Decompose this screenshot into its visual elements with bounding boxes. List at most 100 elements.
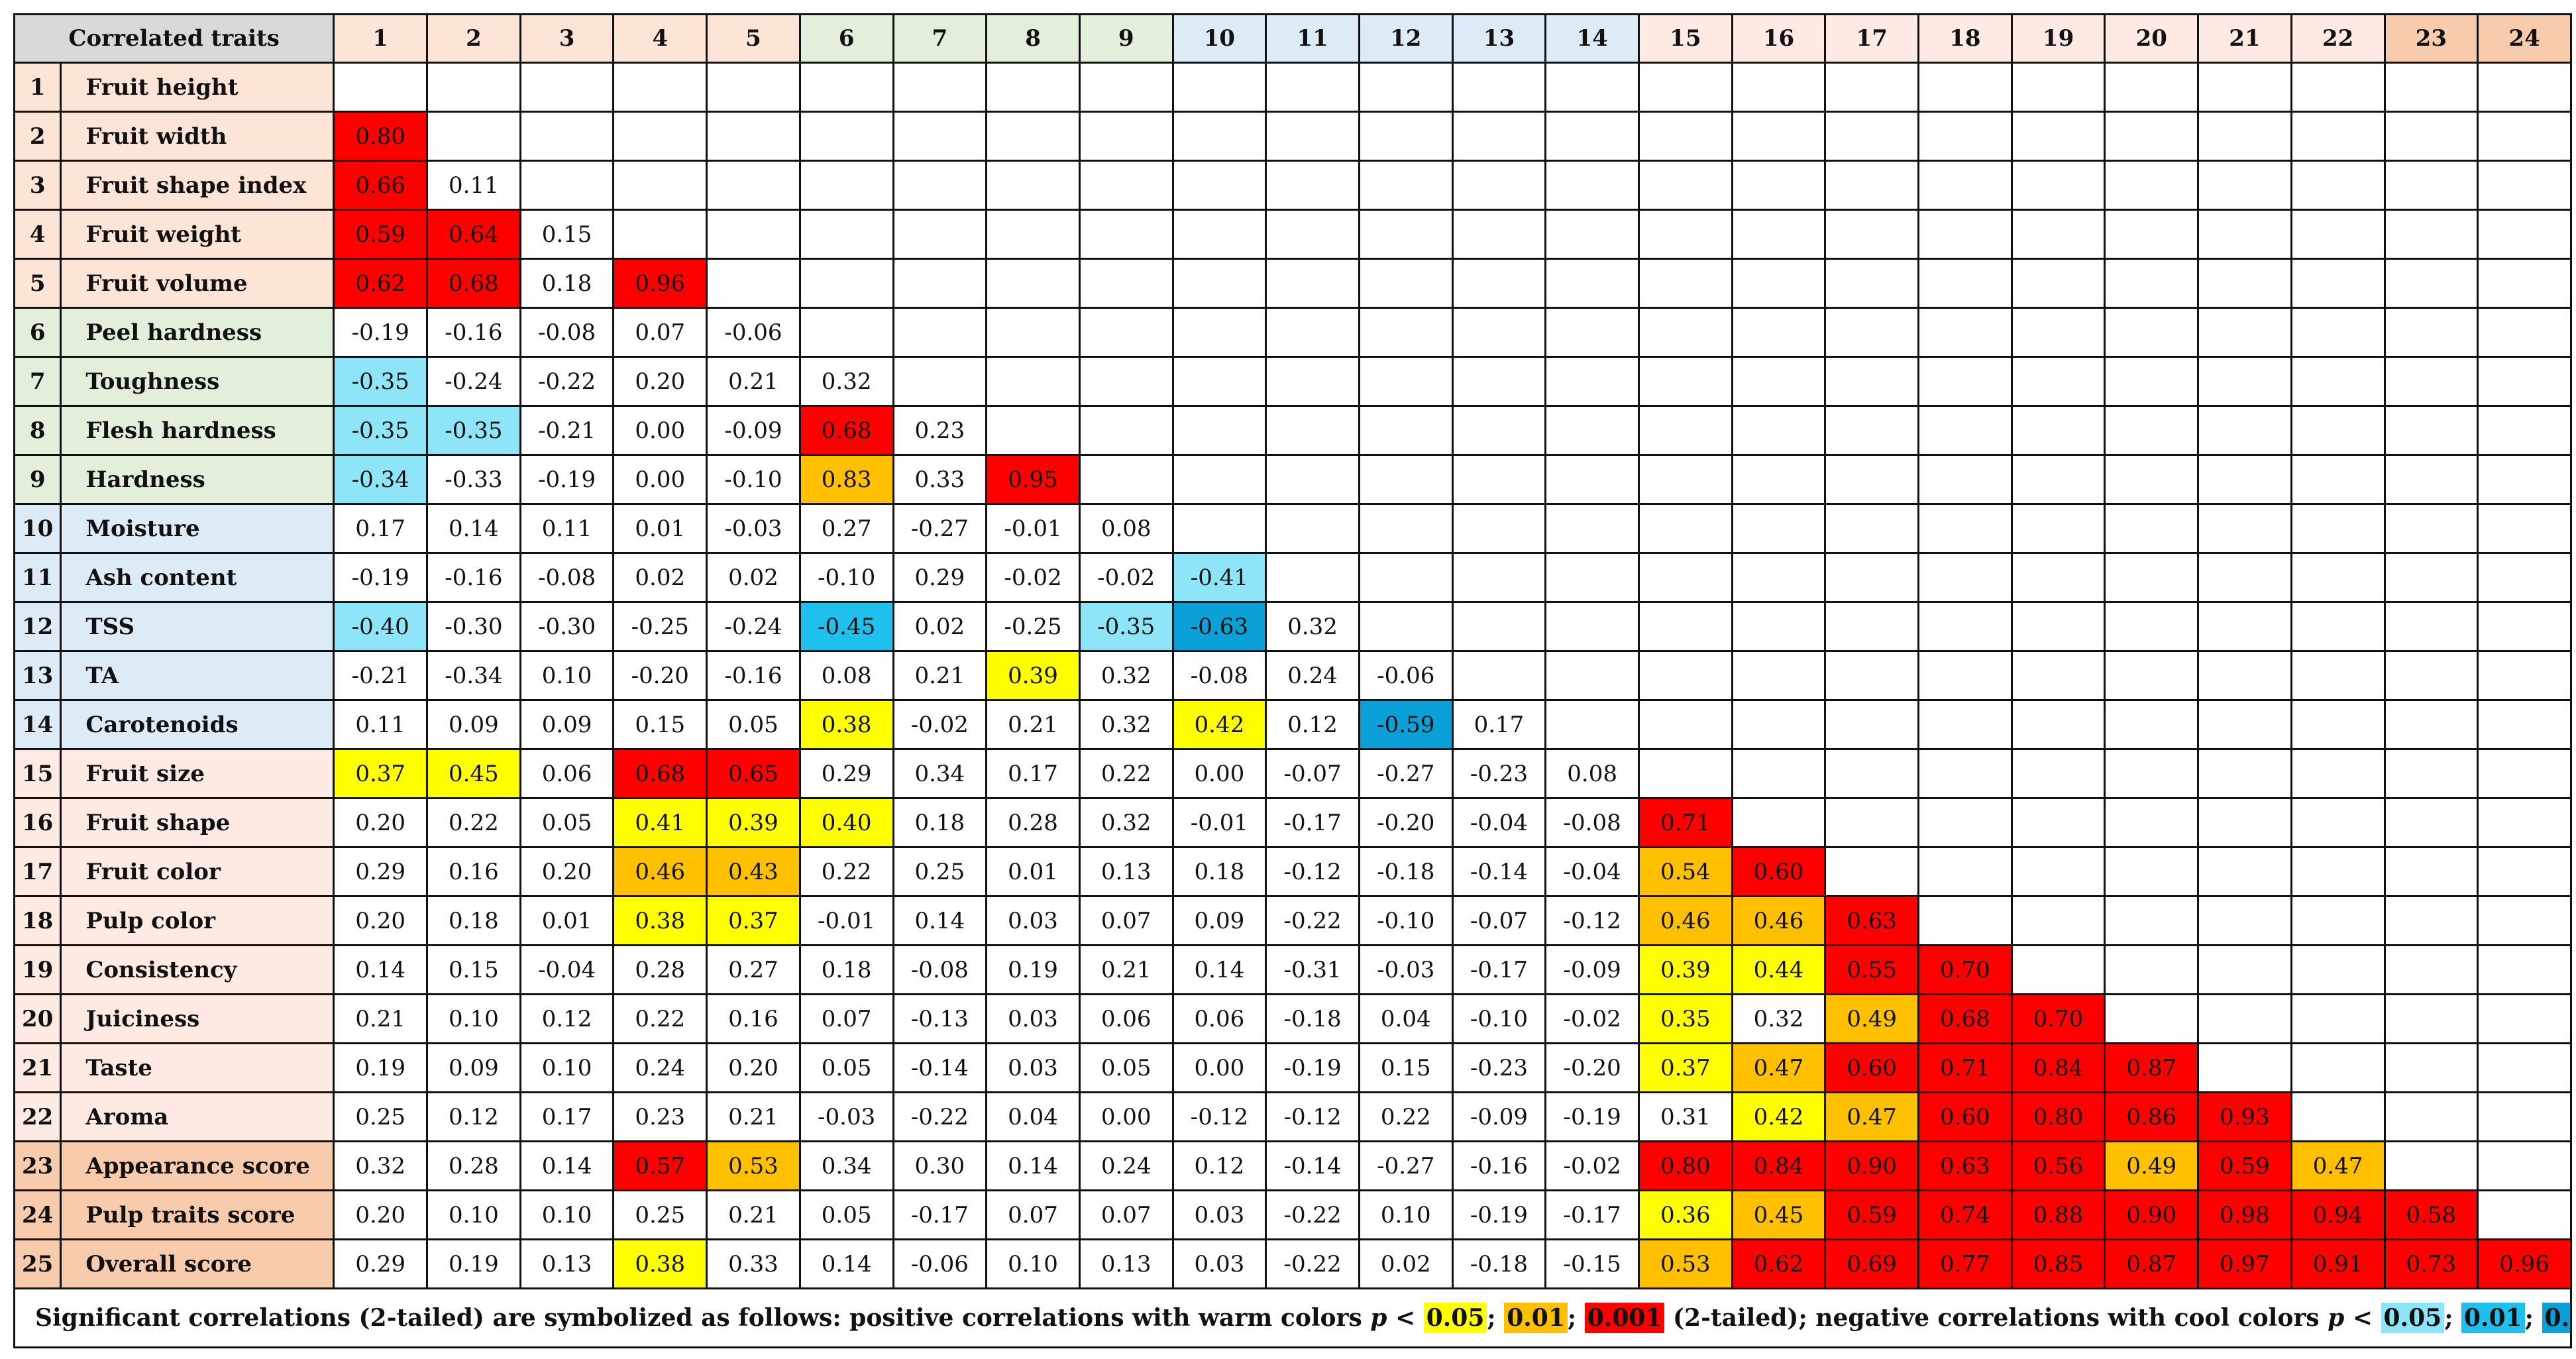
correlation-cell: -0.09 (1451, 1091, 1547, 1142)
empty-cell (1451, 601, 1547, 652)
correlation-cell: 0.11 (519, 503, 615, 554)
correlation-cell: 0.29 (892, 552, 988, 603)
correlation-cell: 0.62 (1731, 1238, 1827, 1289)
empty-cell (1824, 356, 1920, 407)
correlation-cell: 0.03 (985, 1042, 1081, 1093)
row-number: 12 (13, 601, 62, 652)
correlation-cell: 0.07 (612, 307, 708, 358)
correlation-cell: -0.23 (1451, 1042, 1547, 1093)
empty-cell (2290, 1042, 2386, 1093)
correlation-cell: -0.35 (1078, 601, 1174, 652)
correlation-cell: -0.16 (1451, 1140, 1547, 1191)
table-row: 12 TSS -0.40 -0.30 -0.30 -0.25 -0.24 -0.45 0.02-… (13, 601, 2572, 652)
empty-cell (1265, 356, 1360, 407)
empty-cell (2290, 699, 2386, 750)
empty-cell (1171, 454, 1267, 505)
empty-cell (1917, 258, 2013, 309)
correlation-cell: 0.01 (985, 846, 1081, 897)
empty-cell (1358, 258, 1454, 309)
correlation-cell: -0.24 (426, 356, 521, 407)
empty-cell (2104, 405, 2200, 456)
correlation-cell: -0.25 (612, 601, 708, 652)
empty-cell (1824, 258, 1920, 309)
empty-cell (1265, 209, 1360, 260)
correlation-cell: 0.88 (2010, 1189, 2106, 1240)
empty-cell (2477, 62, 2572, 113)
correlation-cell: -0.06 (1358, 650, 1454, 701)
empty-cell (2197, 650, 2292, 701)
correlation-cell: 0.68 (1917, 993, 2013, 1044)
row-number: 13 (13, 650, 62, 701)
empty-cell (2104, 111, 2200, 162)
empty-cell (2010, 895, 2106, 946)
correlation-cell: -0.15 (1544, 1238, 1640, 1289)
empty-cell (1358, 209, 1454, 260)
empty-cell (1917, 650, 2013, 701)
column-header-19: 19 (2010, 13, 2106, 64)
empty-cell (2477, 699, 2572, 750)
row-number: 18 (13, 895, 62, 946)
row-number: 19 (13, 944, 62, 995)
correlation-cell: -0.13 (892, 993, 988, 1044)
correlation-cell: 0.34 (798, 1140, 894, 1191)
correlation-cell: 0.06 (1078, 993, 1174, 1044)
empty-cell (2197, 748, 2292, 799)
empty-cell (1265, 307, 1360, 358)
row-trait-name: Overall score (60, 1238, 335, 1289)
empty-cell (1824, 160, 1920, 211)
empty-cell (1544, 650, 1640, 701)
correlation-cell: 0.57 (612, 1140, 708, 1191)
empty-cell (2383, 62, 2479, 113)
correlation-cell: 0.93 (2197, 1091, 2292, 1142)
empty-cell (2383, 405, 2479, 456)
correlation-cell: 0.22 (1078, 748, 1174, 799)
correlation-cell: 0.43 (706, 846, 801, 897)
correlation-cell: -0.10 (1358, 895, 1454, 946)
correlation-cell: 0.70 (2010, 993, 2106, 1044)
correlation-cell: -0.22 (1265, 1238, 1360, 1289)
correlation-cell: 0.16 (706, 993, 801, 1044)
column-header-row: Correlated traits 1 2 3 4 5 6 7 8 9 10 11 12 13 14 15 1… (13, 13, 2572, 64)
column-header-3: 3 (519, 13, 615, 64)
empty-cell (2383, 552, 2479, 603)
row-trait-name: Aroma (60, 1091, 335, 1142)
empty-cell (2104, 454, 2200, 505)
correlation-cell: 0.24 (612, 1042, 708, 1093)
empty-cell (1451, 356, 1547, 407)
empty-cell (2197, 797, 2292, 848)
empty-cell (1638, 601, 1733, 652)
correlation-cell: 0.02 (706, 552, 801, 603)
correlation-cell: 0.19 (426, 1238, 521, 1289)
correlation-cell: 0.28 (612, 944, 708, 995)
correlation-cell: 0.59 (1824, 1189, 1920, 1240)
empty-cell (1917, 552, 2013, 603)
correlation-cell: 0.11 (333, 699, 429, 750)
correlation-cell: 0.10 (1358, 1189, 1454, 1240)
correlation-cell: -0.07 (1265, 748, 1360, 799)
empty-cell (2290, 111, 2386, 162)
empty-cell (1731, 650, 1827, 701)
correlation-cell: 0.62 (333, 258, 429, 309)
correlation-cell: 0.02 (1358, 1238, 1454, 1289)
table-row: 23 Appearance score 0.32 0.28 0.14 0.57 0.53 0.… (13, 1140, 2572, 1191)
row-number: 25 (13, 1238, 62, 1289)
correlation-cell: -0.35 (333, 356, 429, 407)
correlation-cell: 0.14 (798, 1238, 894, 1289)
correlation-cell: 0.34 (892, 748, 988, 799)
correlation-cell: 0.09 (426, 1042, 521, 1093)
empty-cell (2104, 846, 2200, 897)
legend-lt-negative: < (2344, 1304, 2381, 1332)
correlation-cell: -0.33 (426, 454, 521, 505)
empty-cell (2383, 209, 2479, 260)
correlation-cell: 0.04 (985, 1091, 1081, 1142)
empty-cell (333, 62, 429, 113)
correlation-cell: 0.30 (892, 1140, 988, 1191)
empty-cell (1824, 699, 1920, 750)
legend-separator: ; (2444, 1304, 2462, 1332)
row-number: 20 (13, 993, 62, 1044)
empty-cell (985, 111, 1081, 162)
empty-cell (2010, 62, 2106, 113)
empty-cell (1824, 797, 1920, 848)
empty-cell (1824, 552, 1920, 603)
correlation-cell: 0.45 (1731, 1189, 1827, 1240)
